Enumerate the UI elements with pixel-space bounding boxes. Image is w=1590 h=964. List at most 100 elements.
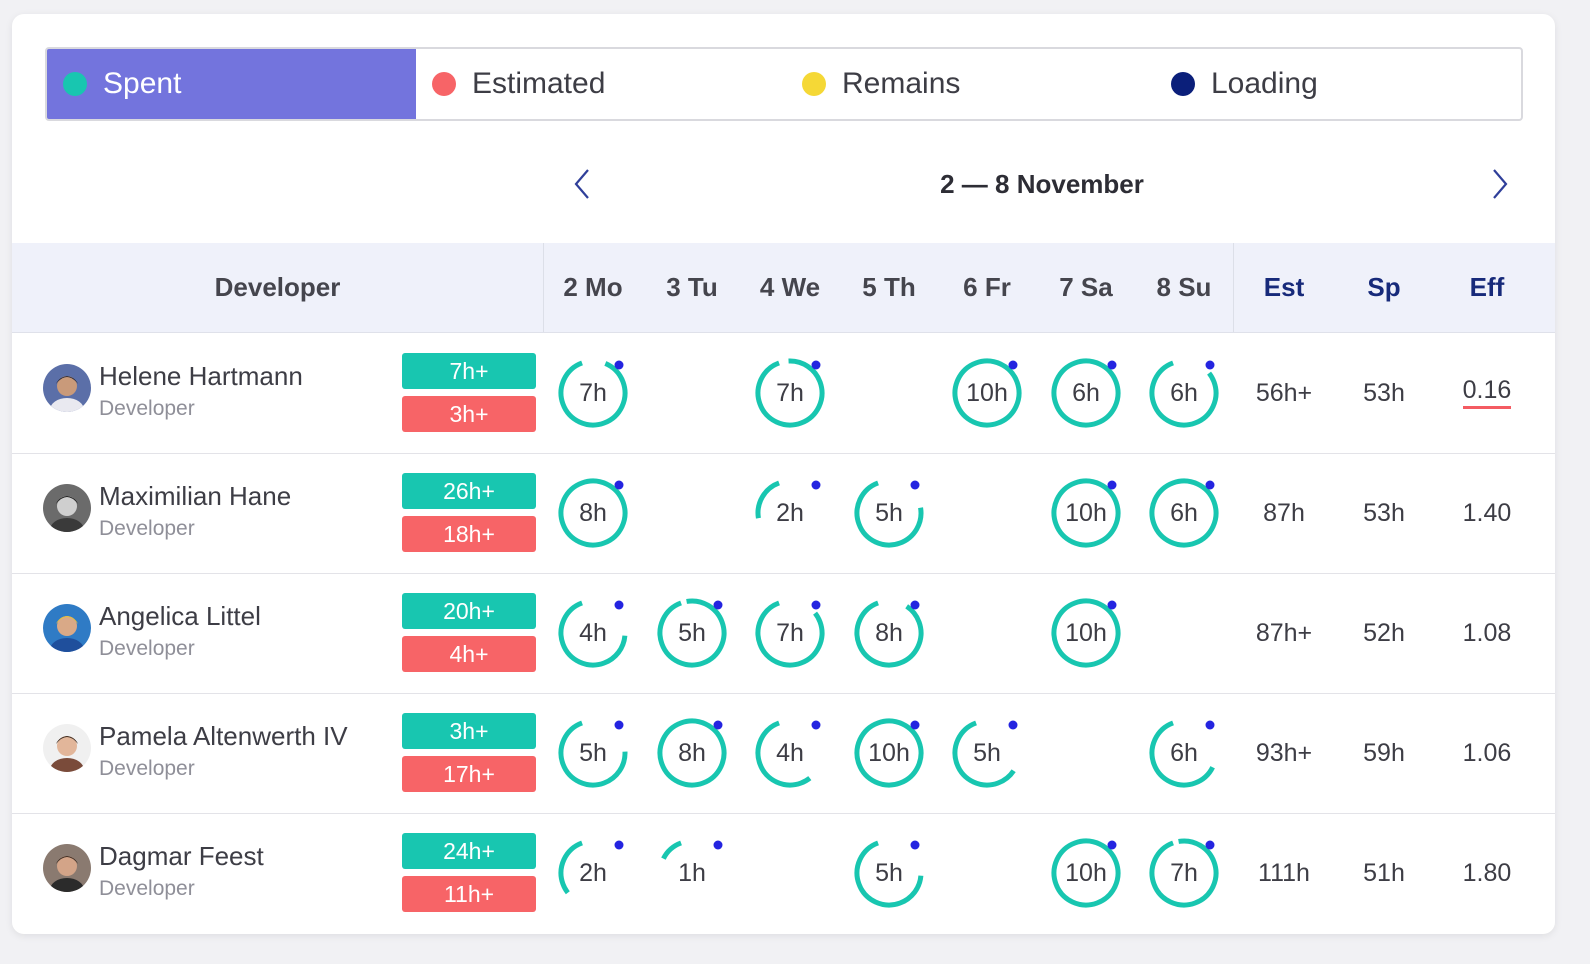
filter-spent[interactable]: Spent	[47, 49, 416, 119]
column-header-eff: Eff	[1469, 272, 1505, 302]
developer-name: Maximilian Hane	[99, 481, 292, 511]
day-progress-ring[interactable]: 7h	[752, 355, 828, 431]
day-progress-ring[interactable]: 8h	[851, 595, 927, 671]
day-progress-ring[interactable]: 5h	[555, 715, 631, 791]
est-total-value: 93h+	[1255, 738, 1313, 767]
filter-remains[interactable]: Remains	[786, 49, 1155, 119]
efficiency: 1.06	[1435, 693, 1539, 813]
est-total-value: 56h+	[1255, 378, 1313, 407]
spent-total-value: 53h	[1363, 378, 1405, 407]
developer-role: Developer	[99, 637, 195, 660]
table-row[interactable]: Pamela Altenwerth IV Developer 3h+ 17h+ …	[12, 693, 1555, 814]
table-row[interactable]: Angelica Littel Developer 20h+ 4h+ 4h 5h…	[12, 573, 1555, 694]
developer-role: Developer	[99, 877, 195, 900]
table-row[interactable]: Helene Hartmann Developer 7h+ 3h+ 7h 7h …	[12, 333, 1555, 454]
day-hours-label: 7h	[776, 618, 804, 647]
day-hours-label: 5h	[875, 498, 903, 527]
developer-name: Angelica Littel	[99, 601, 261, 631]
day-progress-ring[interactable]: 7h	[1146, 835, 1222, 911]
developer-name: Pamela Altenwerth IV	[99, 721, 348, 751]
developer-loading-card: Spent Estimated Remains Loading 2 — 8 No…	[12, 14, 1555, 934]
next-week-button[interactable]	[1482, 166, 1518, 202]
developer-name: Dagmar Feest	[99, 841, 264, 871]
day-hours-label: 10h	[1065, 618, 1107, 647]
day-hours-label: 10h	[1065, 498, 1107, 527]
legend-filter: Spent Estimated Remains Loading	[45, 47, 1523, 121]
day-progress-ring[interactable]: 5h	[949, 715, 1025, 791]
spent-total: 51h	[1334, 813, 1434, 933]
table-row[interactable]: Maximilian Hane Developer 26h+ 18h+ 8h 2…	[12, 453, 1555, 574]
est-total-value: 87h	[1263, 498, 1305, 527]
est-total: 56h+	[1234, 333, 1334, 453]
filter-loading[interactable]: Loading	[1155, 49, 1521, 119]
day-progress-ring[interactable]: 5h	[654, 595, 730, 671]
day-progress-ring[interactable]: 4h	[555, 595, 631, 671]
efficiency-value: 0.16	[1462, 376, 1512, 410]
table-row[interactable]: Dagmar Feest Developer 24h+ 11h+ 2h 1h 5…	[12, 813, 1555, 933]
est-total: 111h	[1234, 813, 1334, 933]
developer-name: Helene Hartmann	[99, 361, 303, 391]
day-progress-ring[interactable]: 8h	[654, 715, 730, 791]
day-hours-label: 6h	[1170, 738, 1198, 767]
day-hours-label: 8h	[579, 498, 607, 527]
day-progress-ring[interactable]: 8h	[555, 475, 631, 551]
column-header-day-3: 4 We	[759, 272, 821, 302]
day-progress-ring[interactable]: 1h	[654, 835, 730, 911]
efficiency: 1.40	[1435, 453, 1539, 573]
estimated-badge: 3h+	[402, 396, 536, 432]
day-hours-label: 8h	[875, 618, 903, 647]
day-hours-label: 6h	[1072, 378, 1100, 407]
day-hours-label: 7h	[1170, 858, 1198, 887]
column-header-sp: Sp	[1367, 272, 1401, 302]
spent-total: 53h	[1334, 453, 1434, 573]
filter-estimated-label: Estimated	[472, 67, 606, 100]
day-hours-label: 5h	[875, 858, 903, 887]
day-progress-ring[interactable]: 6h	[1048, 355, 1124, 431]
estimated-dot-icon	[432, 72, 456, 96]
day-progress-ring[interactable]: 5h	[851, 835, 927, 911]
column-header-day-2: 3 Tu	[666, 272, 718, 302]
efficiency-value: 1.80	[1462, 858, 1512, 887]
loading-dot-icon	[1171, 72, 1195, 96]
header-divider	[543, 243, 544, 332]
filter-estimated[interactable]: Estimated	[416, 49, 786, 119]
est-total-value: 87h+	[1255, 618, 1313, 647]
spent-badge: 26h+	[402, 473, 536, 509]
previous-week-button[interactable]	[564, 166, 600, 202]
day-hours-label: 5h	[579, 738, 607, 767]
day-progress-ring[interactable]: 6h	[1146, 355, 1222, 431]
day-progress-ring[interactable]: 7h	[752, 595, 828, 671]
day-progress-ring[interactable]: 10h	[851, 715, 927, 791]
day-hours-label: 2h	[579, 858, 607, 887]
day-progress-ring[interactable]: 10h	[949, 355, 1025, 431]
day-progress-ring[interactable]: 2h	[752, 475, 828, 551]
column-header-developer: Developer	[214, 272, 341, 302]
estimated-badge: 4h+	[402, 636, 536, 672]
day-progress-ring[interactable]: 6h	[1146, 715, 1222, 791]
day-progress-ring[interactable]: 10h	[1048, 835, 1124, 911]
day-progress-ring[interactable]: 6h	[1146, 475, 1222, 551]
est-total: 87h+	[1234, 573, 1334, 693]
day-hours-label: 4h	[776, 738, 804, 767]
day-hours-label: 4h	[579, 618, 607, 647]
spent-total: 52h	[1334, 573, 1434, 693]
day-hours-label: 10h	[966, 378, 1008, 407]
avatar	[43, 364, 91, 412]
filter-remains-label: Remains	[842, 67, 961, 100]
column-header-day-6: 7 Sa	[1059, 272, 1113, 302]
day-progress-ring[interactable]: 7h	[555, 355, 631, 431]
day-progress-ring[interactable]: 4h	[752, 715, 828, 791]
avatar	[43, 724, 91, 772]
efficiency-value: 1.08	[1462, 618, 1512, 647]
day-progress-ring[interactable]: 10h	[1048, 475, 1124, 551]
developer-role: Developer	[99, 517, 195, 540]
filter-loading-label: Loading	[1211, 67, 1318, 100]
developer-role: Developer	[99, 757, 195, 780]
efficiency: 1.80	[1435, 813, 1539, 933]
day-progress-ring[interactable]: 10h	[1048, 595, 1124, 671]
day-hours-label: 10h	[1065, 858, 1107, 887]
spent-dot-icon	[63, 72, 87, 96]
day-progress-ring[interactable]: 5h	[851, 475, 927, 551]
chevron-left-icon	[574, 169, 589, 199]
day-progress-ring[interactable]: 2h	[555, 835, 631, 911]
